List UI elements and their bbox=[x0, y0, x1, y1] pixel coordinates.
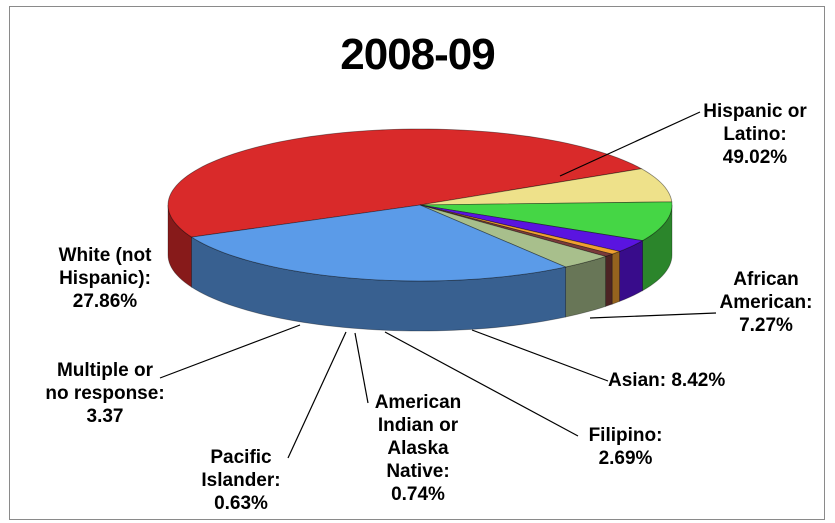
label-line: Alaska bbox=[387, 438, 449, 459]
chart-title: 2008-09 bbox=[340, 30, 495, 79]
label-line: no response: bbox=[45, 383, 165, 404]
pie-slice-african-american bbox=[419, 168, 673, 206]
pie-slice-filipino bbox=[419, 204, 644, 252]
label-line: American bbox=[374, 392, 462, 413]
label-line: 49.02% bbox=[722, 147, 788, 168]
label-line: Native: bbox=[386, 461, 450, 482]
label-line: Islander: bbox=[201, 470, 281, 491]
label-line: Hispanic or bbox=[703, 101, 807, 122]
leader-line-filipino bbox=[384, 331, 579, 437]
pie-side-white-not-hispanic bbox=[191, 236, 567, 332]
pie-side-american-indian-or-alaska-native bbox=[611, 250, 620, 305]
label-line: Asian: 8.42% bbox=[608, 370, 726, 391]
pie-side-pacific-islander bbox=[605, 253, 613, 307]
label-line: Indian or bbox=[377, 415, 459, 436]
label-line: Hispanic): bbox=[59, 268, 151, 289]
pie-slice-asian bbox=[419, 201, 673, 242]
label-line: Filipino: bbox=[588, 425, 663, 446]
label-line: 27.86% bbox=[72, 291, 138, 312]
label-pacific-islander: Pacific Islander: 0.63% bbox=[196, 446, 286, 515]
pie-slice-american-indian-or-alaska-native bbox=[419, 204, 621, 255]
label-line: Multiple or bbox=[56, 360, 154, 381]
leader-line-pacific-islander bbox=[287, 331, 347, 459]
label-line: African bbox=[733, 269, 799, 290]
label-asian: Asian: 8.42% bbox=[608, 369, 778, 392]
pie-slice-multiple-or-no-response bbox=[419, 204, 607, 268]
label-line: 7.27% bbox=[739, 315, 793, 336]
label-american-indian-or-alaska-native: American Indian or Alaska Native: 0.74% bbox=[368, 391, 468, 506]
leader-line-multiple-or-no-response bbox=[159, 324, 301, 379]
leader-line-asian bbox=[471, 329, 609, 382]
pie-slice-white-not-hispanic bbox=[190, 204, 567, 282]
label-line: American: bbox=[719, 292, 813, 313]
pie-slice-hispanic-or-latino bbox=[167, 128, 643, 238]
label-line: 0.63% bbox=[214, 493, 268, 514]
label-line: 3.37 bbox=[86, 406, 124, 427]
label-filipino: Filipino: 2.69% bbox=[578, 424, 673, 470]
label-hispanic-or-latino: Hispanic or Latino: 49.02% bbox=[690, 100, 820, 169]
label-line: White (not bbox=[58, 245, 152, 266]
label-line: Pacific bbox=[210, 447, 272, 468]
label-multiple-or-no-response: Multiple or no response: 3.37 bbox=[30, 359, 180, 428]
label-white-not-hispanic: White (not Hispanic): 27.86% bbox=[40, 244, 170, 313]
leader-line-hispanic-or-latino bbox=[559, 111, 701, 177]
label-line: 2.69% bbox=[598, 448, 653, 469]
leader-line-american-indian-or-alaska-native bbox=[354, 332, 369, 404]
pie-side-hispanic-or-latino bbox=[167, 204, 193, 288]
label-line: Latino: bbox=[723, 124, 787, 145]
label-line: 0.74% bbox=[391, 484, 445, 505]
label-african-american: African American: 7.27% bbox=[716, 268, 816, 337]
leader-line-african-american bbox=[589, 312, 717, 319]
